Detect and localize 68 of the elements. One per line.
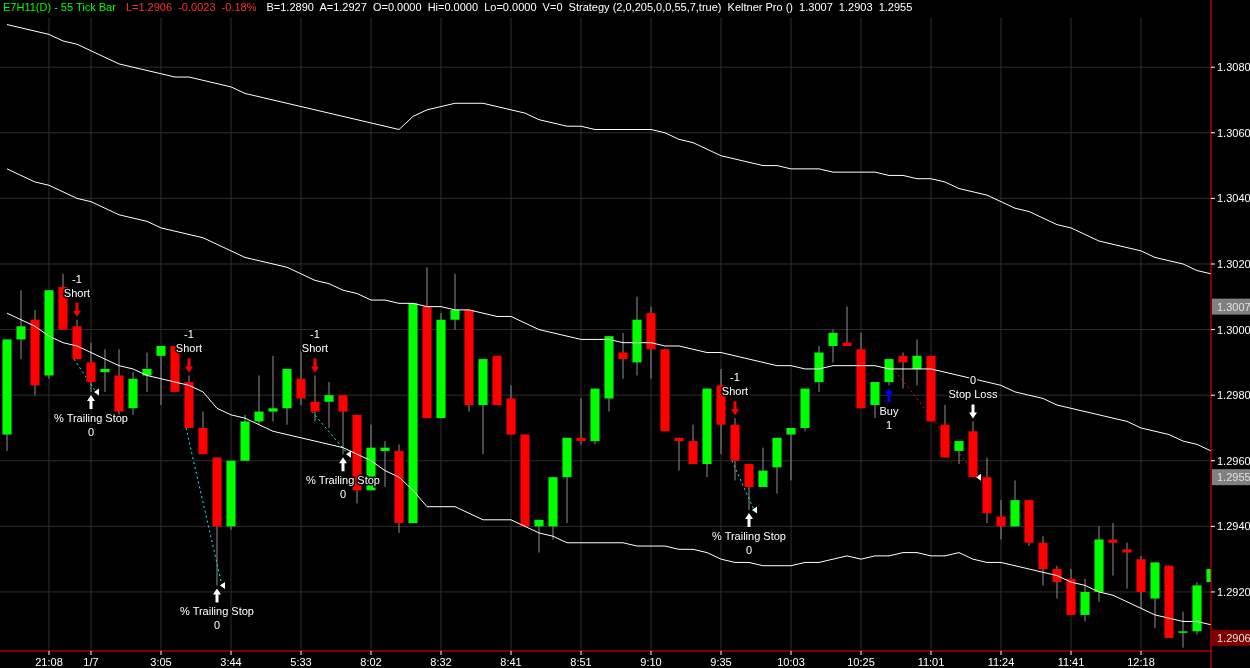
x-tick-label: 9:10	[640, 656, 662, 668]
y-tick-label: 1.3040	[1217, 192, 1250, 205]
candlestick	[1178, 611, 1188, 649]
x-tick-label: 11:24	[987, 656, 1015, 668]
candlestick	[254, 375, 264, 426]
chart-subtitle: L=1.2906 -0.0023 -0.18%	[125, 1, 257, 13]
candlestick	[870, 381, 880, 419]
x-tick-label: 8:32	[430, 656, 452, 668]
annotation: % Trailing Stop 0	[54, 411, 128, 438]
candlestick	[534, 519, 544, 554]
x-tick-label: 1/7	[83, 656, 99, 668]
text: B=1.2890 A=1.2927 O=0.0000 Hi=0.0000 Lo=0.0000 V=0 Strategy (2,0,205,0,0,55,7,true) Keltner Pro () 1.3007 1.2903 1.2955	[266, 1, 913, 13]
x-tick-label: 8:41	[500, 656, 522, 668]
y-tick-label: 1.2940	[1217, 520, 1250, 533]
text: 1.2906	[1217, 631, 1250, 644]
annotation: % Trailing Stop 0	[180, 605, 254, 632]
candlestick	[1080, 578, 1090, 622]
x-tick-label: 5:33	[290, 656, 312, 668]
candlestick	[842, 306, 852, 347]
line-series	[6, 168, 1211, 452]
chart-title: E7H11(D) - 55 Tick Bar	[3, 1, 117, 13]
text: 1.3007	[1217, 300, 1250, 313]
annotation: -1 Short	[301, 328, 329, 355]
line-series	[6, 24, 1211, 275]
candlestick	[268, 355, 278, 422]
y-tick-label: 1.3060	[1217, 126, 1250, 139]
candlestick	[786, 427, 796, 481]
y-tick-label: 1.2980	[1217, 389, 1250, 402]
candlestick	[324, 381, 334, 429]
candlestick	[576, 397, 586, 445]
candlestick	[380, 440, 390, 488]
candlestick	[16, 289, 26, 360]
candlestick	[142, 352, 152, 393]
candlestick	[996, 499, 1006, 540]
candlestick	[758, 447, 768, 488]
x-tick-label: 11:41	[1057, 656, 1085, 668]
y-tick-label: 1.2960	[1217, 454, 1250, 467]
y-tick-label: 1.3000	[1217, 323, 1250, 336]
candlestick	[1052, 565, 1062, 600]
text: 1.2955	[1217, 471, 1250, 484]
x-tick-label: 12:18	[1127, 656, 1155, 668]
y-tick-label: 1.2920	[1217, 585, 1250, 598]
candlestick	[828, 329, 838, 363]
x-tick-label: 8:51	[570, 656, 592, 668]
candlestick	[954, 440, 964, 465]
candlestick	[674, 437, 684, 472]
y-tick-label: 1.3080	[1217, 61, 1250, 74]
candlestick	[898, 352, 908, 390]
x-tick-label: 9:35	[710, 656, 732, 668]
x-tick-label: 3:05	[150, 656, 172, 668]
x-tick-label: 11:01	[917, 656, 945, 668]
candlestick	[450, 273, 460, 331]
candlestick	[310, 375, 320, 422]
candlestick	[1122, 542, 1132, 590]
candlestick	[1108, 522, 1118, 577]
annotation: Buy 1	[879, 405, 899, 432]
x-tick-label: 10:03	[777, 656, 805, 668]
annotation: % Trailing Stop 0	[712, 529, 786, 556]
candlestick	[618, 332, 628, 380]
x-tick-label: 3:44	[220, 656, 242, 668]
candlestick	[156, 345, 166, 406]
candlestick	[912, 338, 922, 386]
x-tick-label: 10:25	[847, 656, 875, 668]
candlestick	[688, 424, 698, 465]
x-tick-label: 8:02	[360, 656, 382, 668]
y-tick-label: 1.3020	[1217, 257, 1250, 270]
candlestick	[884, 358, 894, 386]
x-tick-label: 21:08	[35, 656, 63, 668]
